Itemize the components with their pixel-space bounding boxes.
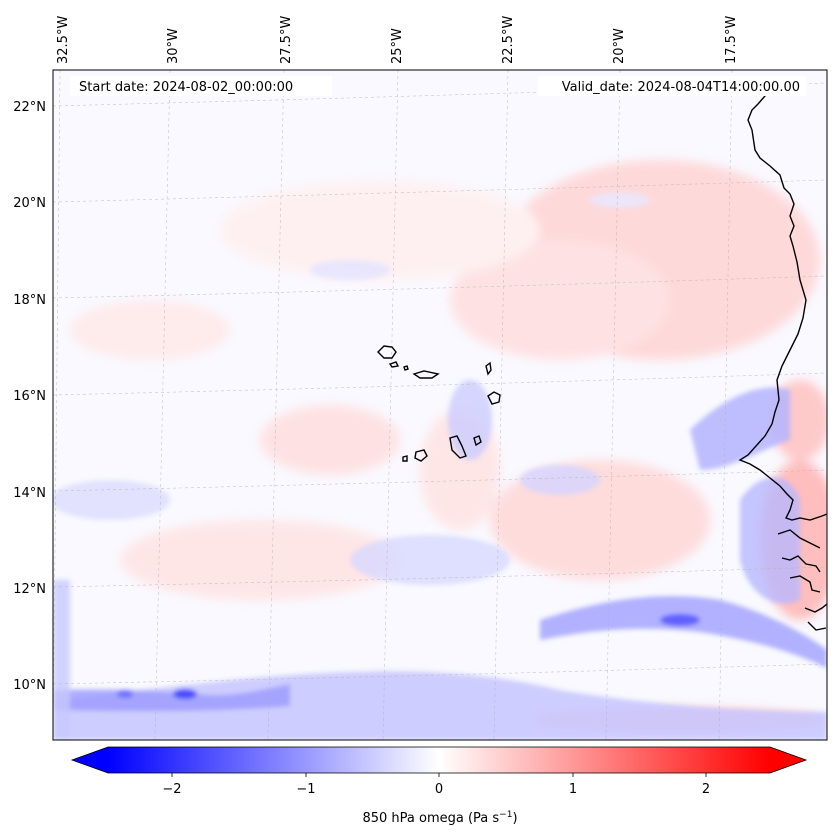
cabo-verde-islands bbox=[377, 345, 501, 462]
lat-label: 22°N bbox=[13, 100, 46, 115]
colorbar-gradient bbox=[108, 747, 770, 773]
graticule bbox=[53, 70, 827, 740]
lon-label: 25°W bbox=[390, 28, 405, 64]
map-plot-area: Start date: 2024-08-02_00:00:00 Valid_da… bbox=[52, 69, 828, 741]
colorbar-label: 850 hPa omega (Pa s−1) bbox=[362, 810, 517, 826]
colorbar-outline bbox=[70, 746, 808, 774]
lon-label: 30°W bbox=[166, 28, 181, 64]
colorbar-tick-label: 2 bbox=[702, 782, 710, 797]
island-sal bbox=[485, 361, 492, 376]
lon-label: 32.5°W bbox=[56, 16, 71, 64]
island-sao-nicolau bbox=[412, 370, 440, 379]
lat-label: 20°N bbox=[13, 196, 46, 211]
island-maio bbox=[473, 435, 482, 447]
colorbar-label-close: ) bbox=[512, 811, 517, 826]
colorbar-tick-label: −1 bbox=[296, 782, 315, 797]
island-sao-vicente bbox=[388, 361, 400, 368]
lat-label: 14°N bbox=[13, 486, 46, 501]
lat-label: 18°N bbox=[13, 293, 46, 308]
island-brava bbox=[402, 455, 408, 462]
lat-label: 16°N bbox=[13, 389, 46, 404]
colorbar-label-exponent: −1 bbox=[499, 810, 512, 820]
colorbar-tick-label: 1 bbox=[569, 782, 577, 797]
map-frame bbox=[52, 69, 828, 741]
latitude-labels: 22°N 20°N 18°N 16°N 14°N 12°N 10°N bbox=[13, 100, 46, 693]
longitude-labels: 32.5°W 30°W 27.5°W 25°W 22.5°W 20°W 17.5… bbox=[56, 16, 739, 64]
colorbar-ticks bbox=[171, 773, 707, 777]
lon-label: 17.5°W bbox=[724, 16, 739, 64]
colorbar-min-extend bbox=[72, 747, 108, 773]
lat-label: 10°N bbox=[13, 678, 46, 693]
colorbar-tick-label: 0 bbox=[435, 782, 443, 797]
valid-date-box bbox=[538, 76, 806, 96]
colorbar-tick-label: −2 bbox=[162, 782, 181, 797]
lon-label: 22.5°W bbox=[501, 16, 516, 64]
colorbar: −2 −1 0 1 2 850 hPa omega (Pa s−1) bbox=[70, 746, 808, 826]
lat-label: 12°N bbox=[13, 582, 46, 597]
omega-negative-field bbox=[53, 192, 827, 740]
start-date-box bbox=[70, 76, 332, 96]
colorbar-label-main: 850 hPa omega (Pa s bbox=[362, 811, 499, 826]
lon-label: 20°W bbox=[612, 28, 627, 64]
lon-label: 27.5°W bbox=[279, 16, 294, 64]
island-santa-luzia bbox=[403, 365, 409, 371]
island-santo-antao bbox=[377, 345, 397, 359]
island-fogo bbox=[414, 449, 428, 462]
valid-date-label: Valid_date: 2024-08-04T14:00:00.00 bbox=[562, 80, 800, 95]
island-santiago bbox=[449, 435, 467, 459]
colorbar-max-extend bbox=[770, 747, 806, 773]
start-date-label: Start date: 2024-08-02_00:00:00 bbox=[79, 80, 293, 95]
coastline bbox=[738, 87, 827, 631]
island-boa-vista bbox=[487, 391, 501, 405]
